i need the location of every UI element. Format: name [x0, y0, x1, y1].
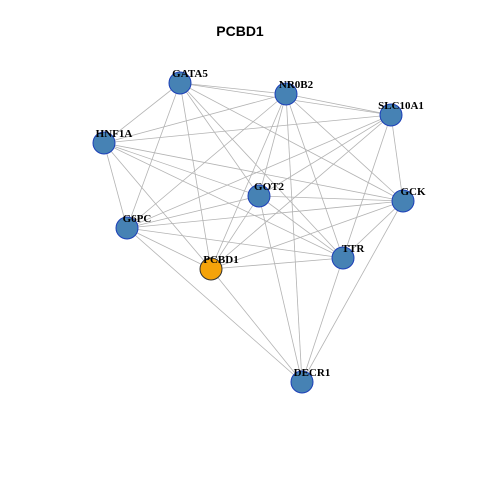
edge: [210, 257, 344, 270]
node: [331, 246, 355, 270]
edge: [210, 200, 404, 270]
edges: [103, 82, 404, 383]
edge: [285, 93, 344, 259]
node: [168, 71, 192, 95]
edge: [126, 227, 344, 259]
edge: [179, 82, 212, 270]
node: [247, 184, 271, 208]
edge: [126, 200, 404, 229]
edge: [126, 227, 303, 383]
edge: [126, 114, 392, 229]
node-label: PCBD1: [203, 254, 238, 266]
edge: [103, 142, 404, 202]
edge: [342, 200, 404, 259]
edge: [103, 114, 392, 144]
edge: [179, 82, 260, 197]
edge: [342, 114, 392, 259]
edge: [126, 195, 260, 229]
edge: [285, 93, 404, 202]
edge: [390, 114, 404, 202]
edge: [210, 268, 303, 383]
edge: [179, 82, 287, 95]
node-label: TTR: [342, 243, 366, 255]
edge: [103, 142, 212, 270]
node-label: NR0B2: [279, 79, 314, 91]
title: PCBD1: [216, 23, 264, 39]
edge: [258, 195, 303, 383]
edge: [301, 200, 404, 383]
edge: [210, 114, 392, 270]
edge: [126, 227, 212, 270]
node: [290, 370, 314, 394]
edge: [103, 142, 344, 259]
node-label: G6PC: [123, 213, 152, 225]
node: [274, 82, 298, 106]
edge: [210, 93, 287, 270]
node-label: DECR1: [294, 367, 331, 379]
edge: [103, 142, 128, 229]
edge: [258, 195, 344, 259]
edge: [285, 93, 303, 383]
edge: [179, 82, 404, 202]
node-label: GOT2: [254, 181, 284, 193]
edge: [126, 82, 181, 229]
edge: [103, 82, 181, 144]
node-label: SLC10A1: [378, 100, 424, 112]
node: [379, 103, 403, 127]
nodes: GATA5 NR0B2 SLC10A1 HNF1A GOT2 GCK G6PC PCBD1 TT…: [92, 68, 426, 394]
edge: [258, 114, 392, 197]
edge: [258, 93, 287, 197]
node-label: GATA5: [172, 68, 208, 80]
edge: [103, 142, 260, 197]
edge: [210, 195, 260, 270]
node: [199, 257, 223, 281]
node: [391, 189, 415, 213]
edge: [103, 93, 287, 144]
edge: [301, 257, 344, 383]
edge: [126, 93, 287, 229]
node: [92, 131, 116, 155]
edge: [258, 195, 404, 202]
node: [115, 216, 139, 240]
edge: [285, 93, 392, 116]
node-label: HNF1A: [96, 128, 133, 140]
node-label: GCK: [400, 186, 426, 198]
